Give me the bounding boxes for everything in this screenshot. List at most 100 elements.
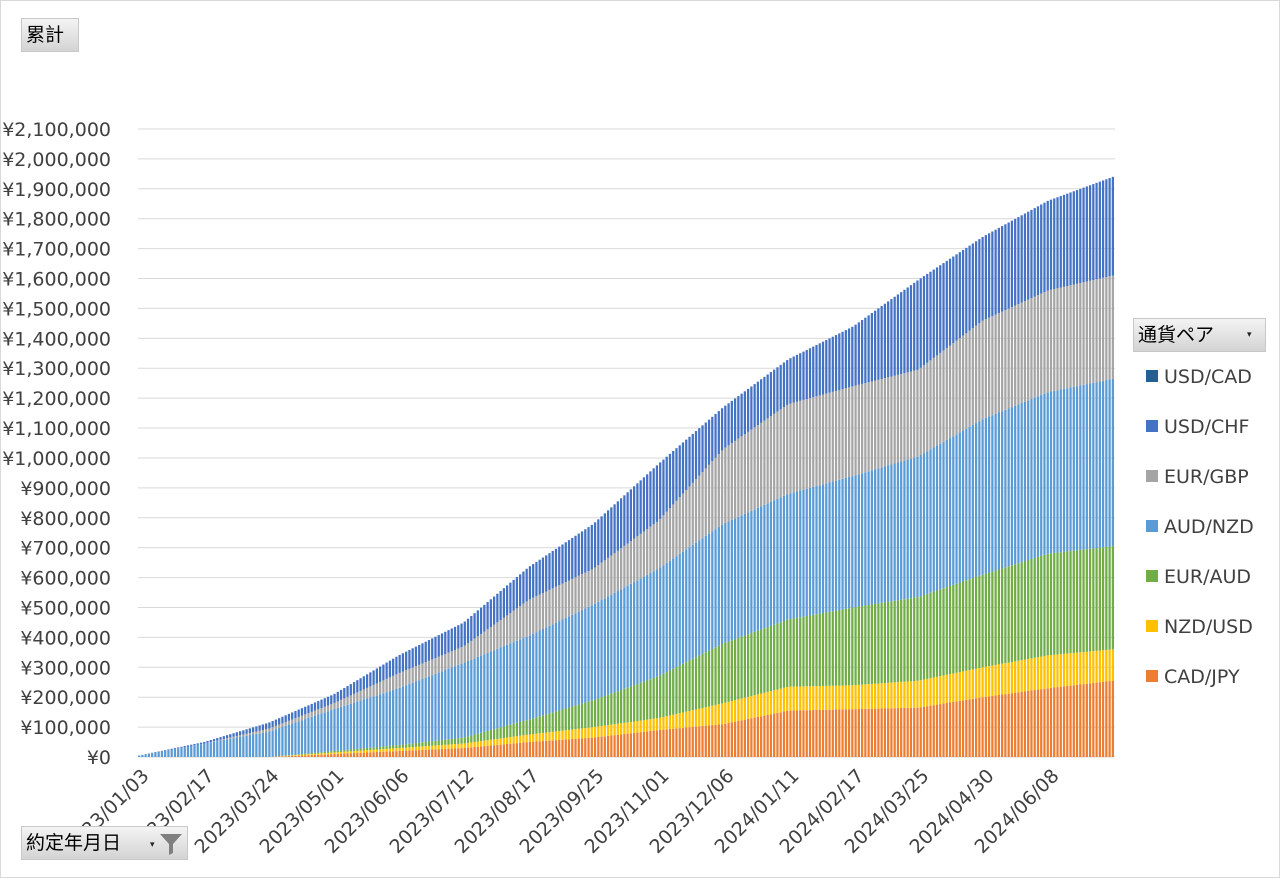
- bar-segment: [222, 738, 225, 740]
- bar-segment: [746, 718, 750, 757]
- bar-segment: [398, 654, 401, 673]
- bar-segment: [874, 380, 877, 470]
- bar-segment: [193, 745, 196, 757]
- legend-item[interactable]: CAD/JPY: [1146, 665, 1240, 689]
- bar-segment: [378, 749, 382, 752]
- bar-segment: [603, 560, 606, 599]
- bar-segment: [541, 557, 545, 594]
- bar-segment: [939, 676, 942, 705]
- bar-segment: [619, 690, 623, 724]
- chevron-down-icon[interactable]: ▾: [150, 840, 155, 850]
- bar-segment: [1046, 655, 1049, 689]
- bar-segment: [870, 313, 874, 382]
- bar-segment: [561, 619, 564, 710]
- bar-segment: [1007, 566, 1010, 663]
- bar-segment: [506, 744, 509, 757]
- bar-segment: [320, 752, 323, 754]
- legend-item[interactable]: USD/CHF: [1146, 415, 1249, 439]
- bar-segment: [349, 749, 352, 752]
- bar-segment: [466, 643, 470, 661]
- legend-item[interactable]: EUR/AUD: [1146, 565, 1251, 589]
- bar-segment: [867, 382, 870, 472]
- bar-segment: [225, 739, 229, 757]
- bar-segment: [860, 383, 864, 474]
- bar-segment: [548, 740, 551, 757]
- bar-segment: [297, 709, 300, 717]
- bar-segment: [365, 674, 369, 688]
- bar-segment: [1111, 378, 1114, 547]
- bar-segment: [867, 684, 870, 709]
- bar-segment: [746, 512, 750, 635]
- bar-segment: [1004, 310, 1007, 410]
- bar-segment: [971, 328, 974, 425]
- bar-segment: [405, 651, 408, 671]
- legend-item[interactable]: EUR/GBP: [1146, 465, 1249, 489]
- bar-segment: [786, 360, 789, 405]
- bar-segment: [818, 709, 821, 757]
- bar-segment: [633, 486, 636, 539]
- bar-segment: [457, 748, 460, 757]
- bar-segment: [242, 734, 245, 737]
- bar-segment: [821, 613, 825, 686]
- bar-segment: [965, 580, 968, 671]
- filter-icon[interactable]: [159, 832, 183, 856]
- bar-segment: [401, 744, 405, 748]
- bar-segment: [502, 588, 506, 618]
- bar-segment: [655, 569, 659, 677]
- bar-segment: [584, 608, 587, 703]
- currency-pair-field-button[interactable]: 通貨ペア ▾: [1133, 318, 1266, 352]
- bar-segment: [668, 453, 672, 509]
- bar-segment: [434, 749, 437, 757]
- bar-segment: [1098, 181, 1101, 279]
- bar-segment: [711, 461, 714, 532]
- bar-segment: [655, 676, 659, 719]
- bar-segment: [851, 476, 854, 608]
- bar-segment: [382, 746, 385, 750]
- date-field-button[interactable]: 約定年月日 ▾: [21, 826, 188, 860]
- bar-segment: [574, 738, 577, 757]
- bar-segment: [1027, 690, 1030, 757]
- bar-segment: [450, 628, 453, 652]
- bar-segment: [486, 745, 489, 757]
- bar-segment: [1095, 182, 1098, 280]
- bar-segment: [496, 622, 499, 649]
- bar-segment: [1098, 682, 1101, 757]
- bar-segment: [668, 670, 672, 716]
- bar-segment: [287, 756, 291, 757]
- bar-segment: [919, 707, 922, 757]
- chevron-down-icon[interactable]: ▾: [1247, 330, 1252, 340]
- bar-segment: [841, 389, 844, 479]
- bar-segment: [847, 328, 851, 388]
- sum-field-button[interactable]: 累計: [21, 18, 79, 52]
- bar-segment: [450, 748, 453, 757]
- bar-segment: [815, 344, 818, 397]
- bar-segment: [313, 702, 317, 711]
- legend-item[interactable]: USD/CAD: [1146, 365, 1252, 389]
- bar-segment: [509, 643, 512, 725]
- bar-segment: [388, 751, 392, 757]
- bar-segment: [987, 317, 991, 417]
- bar-segment: [916, 680, 919, 708]
- bar-segment: [1017, 217, 1020, 305]
- bar-segment: [499, 619, 502, 648]
- y-tick-label: ¥1,400,000: [2, 328, 111, 350]
- bar-segment: [378, 746, 382, 750]
- bar-segment: [1062, 551, 1066, 654]
- bar-segment: [750, 696, 753, 719]
- bar-segment: [828, 685, 831, 710]
- bar-segment: [323, 698, 326, 707]
- bar-segment: [619, 723, 623, 735]
- legend-item[interactable]: AUD/NZD: [1146, 515, 1254, 539]
- bar-segment: [1053, 289, 1056, 391]
- bar-segment: [385, 748, 388, 752]
- bar-segment: [317, 701, 320, 710]
- bar-segment: [512, 642, 515, 724]
- bar-segment: [225, 738, 229, 740]
- bar-segment: [1001, 663, 1004, 695]
- bar-segment: [414, 743, 418, 747]
- bar-segment: [984, 235, 987, 320]
- bar-segment: [196, 744, 199, 757]
- bar-segment: [1095, 382, 1098, 549]
- bar-segment: [479, 732, 483, 742]
- legend-item[interactable]: NZD/USD: [1146, 615, 1253, 639]
